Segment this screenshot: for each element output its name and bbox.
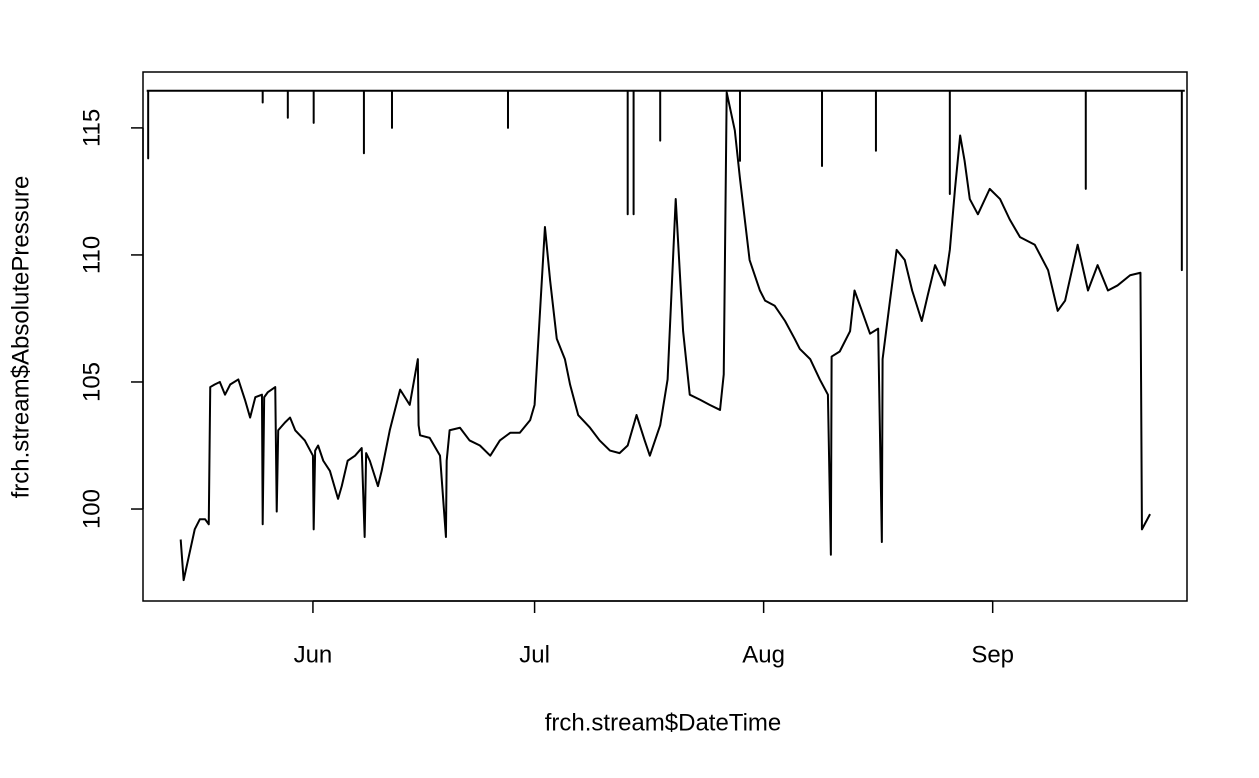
y-tick-label: 100 <box>78 489 105 529</box>
y-tick-label: 110 <box>78 236 105 274</box>
y-tick-label: 105 <box>78 362 105 402</box>
x-axis-title: frch.stream$DateTime <box>545 709 782 736</box>
y-tick-label: 115 <box>78 109 105 147</box>
data-line <box>146 89 1185 272</box>
x-tick-label: Jul <box>519 641 550 668</box>
x-tick-label: Aug <box>742 641 785 668</box>
y-axis-title: frch.stream$AbsolutePressure <box>7 176 34 499</box>
data-line <box>179 91 1151 582</box>
plot-box <box>142 71 1188 602</box>
x-tick-label: Jun <box>294 641 333 668</box>
x-tick-label: Sep <box>971 641 1014 668</box>
